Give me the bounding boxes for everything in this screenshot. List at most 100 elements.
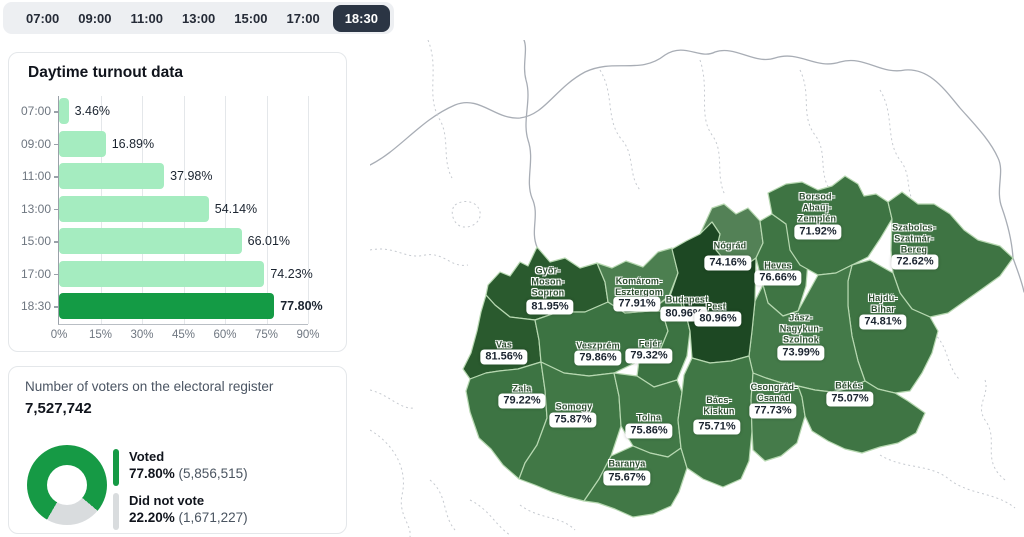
y-axis-label: 11:00 [21, 169, 51, 183]
y-axis-label: 07:00 [20, 104, 51, 118]
bar-value-label: 16.89% [111, 136, 155, 151]
daytime-turnout-card: Daytime turnout data 0% 15% 30% 45% 60% 75% 90… [8, 52, 347, 352]
legend-value: 77.80% (5,856,515) [129, 466, 248, 481]
county-turnout-bacs: 75.71% [693, 419, 741, 435]
x-axis-tick-label: 45% [171, 329, 196, 341]
county-turnout-vas: 81.56% [480, 349, 528, 365]
y-axis-label: 17:00 [20, 266, 51, 281]
voted-donut-chart [27, 445, 107, 525]
register-label: Number of voters on the electoral regist… [25, 379, 274, 394]
county-name-hajdu: Hajdú- Bihar [868, 293, 898, 314]
county-turnout-jnsz: 73.99% [777, 345, 825, 361]
y-axis-label: 18:30 [20, 299, 51, 313]
y-axis-tick [54, 241, 59, 243]
tab-1830[interactable]: 18:30 [332, 4, 390, 32]
y-axis-label: 13:00 [20, 201, 51, 216]
time-tab-bar: 07:00 09:00 11:00 13:00 15:00 17:00 18:30 [3, 2, 394, 34]
neighbor-country-borders [370, 40, 1024, 293]
x-axis-tick-label: 60% [213, 329, 237, 341]
x-axis-tick-label: 15% [88, 329, 113, 341]
county-turnout-borsod: 71.92% [794, 224, 842, 240]
county-turnout-baranya: 75.67% [603, 470, 651, 486]
legend-swatch-did-not-vote [113, 493, 119, 530]
y-axis-tick [54, 306, 59, 308]
hungary-map-svg [370, 40, 1024, 537]
bar-value-label: 77.80% [280, 299, 323, 313]
y-axis-tick [54, 208, 59, 210]
gridline [225, 96, 226, 324]
county-name-vas: Vas [495, 339, 513, 350]
county-name-bacs: Bács- Kiskun [703, 395, 735, 416]
turnout-bar-1700 [59, 260, 265, 287]
county-name-gyor: Győr- Moson- Sopron [531, 265, 565, 298]
tab-1300[interactable]: 13:00 [182, 10, 216, 26]
county-turnout-nograd: 74.16% [704, 255, 752, 271]
x-axis-tick-label: 0% [50, 329, 68, 341]
county-name-komarom: Komárom- Esztergom [615, 276, 663, 297]
x-axis-tick-label: 75% [254, 329, 279, 341]
county-turnout-szabolcs: 72.62% [891, 254, 939, 270]
county-name-pest: Pest [706, 301, 726, 312]
county-name-baranya: Baranya [608, 458, 646, 469]
county-name-veszprem: Veszprém [576, 340, 620, 351]
turnout-bar-1100 [59, 163, 165, 189]
y-axis-tick [54, 111, 59, 113]
legend-value: 22.20% (1,671,227) [129, 510, 248, 525]
county-name-budapest: Budapest [665, 294, 709, 305]
tab-1100[interactable]: 11:00 [130, 10, 164, 26]
county-turnout-tolna: 75.86% [625, 423, 673, 439]
tab-1700[interactable]: 17:00 [286, 10, 320, 26]
county-name-borsod: Borsod- Abaúj- Zemplén [797, 191, 837, 224]
y-axis-label: 15:00 [20, 234, 51, 248]
county-name-szabolcs: Szabolcs- Szatmár- Bereg [892, 222, 936, 255]
x-axis-tick-label: 30% [130, 329, 154, 341]
turnout-bar-1830 [59, 293, 275, 319]
y-axis-tick [54, 176, 59, 178]
bar-value-label: 66.01% [247, 234, 291, 248]
bar-value-label: 3.46% [74, 104, 111, 118]
county-turnout-hajdu: 74.81% [859, 314, 907, 330]
legend-swatch-voted [113, 449, 119, 486]
turnout-bar-1500 [59, 228, 242, 254]
county-turnout-pest: 80.96% [694, 311, 742, 327]
county-turnout-heves: 76.66% [754, 270, 802, 286]
turnout-bar-1300 [59, 195, 209, 222]
gridline [308, 96, 309, 324]
county-name-zala: Zala [512, 383, 532, 394]
electoral-register-card: Number of voters on the electoral regist… [8, 366, 347, 534]
county-name-tolna: Tolna [636, 412, 662, 423]
county-name-csongrad: Csongrád- Csanád [750, 382, 798, 403]
county-name-fejer: Fejér [638, 338, 662, 349]
county-shape-somogy[interactable] [518, 361, 622, 502]
county-name-heves: Heves [764, 260, 792, 271]
county-turnout-komarom: 77.91% [613, 296, 661, 312]
county-turnout-zala: 79.22% [498, 393, 546, 409]
tab-0700[interactable]: 07:00 [26, 10, 60, 26]
y-axis-tick [54, 273, 59, 275]
bar-value-label: 74.23% [270, 266, 313, 281]
county-name-somogy: Somogy [555, 401, 593, 412]
y-axis-tick [54, 143, 59, 145]
county-turnout-csongrad: 77.73% [749, 403, 797, 419]
county-turnout-somogy: 75.87% [549, 412, 597, 428]
chart-title: Daytime turnout data [28, 64, 184, 81]
bar-value-label: 37.98% [170, 169, 213, 183]
county-turnout-bekes: 75.07% [826, 391, 874, 407]
register-total: 7,527,742 [25, 400, 92, 417]
county-turnout-gyor: 81.95% [526, 299, 574, 315]
tab-1500[interactable]: 15:00 [234, 10, 268, 26]
county-name-nograd: Nógrád [713, 240, 747, 251]
turnout-bar-0900 [59, 130, 106, 157]
legend-label: Did not vote [129, 493, 205, 508]
y-axis-label: 09:00 [20, 136, 51, 151]
turnout-bar-chart: 0% 15% 30% 45% 60% 75% 90% 3.46% 07:00 16.89% 09:0… [21, 96, 323, 341]
county-turnout-veszprem: 79.86% [574, 350, 622, 366]
county-name-jnsz: Jász- Nagykun- Szolnok [779, 312, 823, 345]
turnout-bar-0700 [59, 98, 69, 124]
tab-0900[interactable]: 09:00 [78, 10, 112, 26]
bar-value-label: 54.14% [214, 201, 258, 216]
county-turnout-fejer: 79.32% [625, 348, 673, 364]
legend-label: Voted [129, 449, 165, 464]
gridline [266, 96, 268, 324]
hungary-turnout-map: Győr- Moson- Sopron 81.95% Vas 81.56% Zala 79… [370, 40, 1024, 537]
